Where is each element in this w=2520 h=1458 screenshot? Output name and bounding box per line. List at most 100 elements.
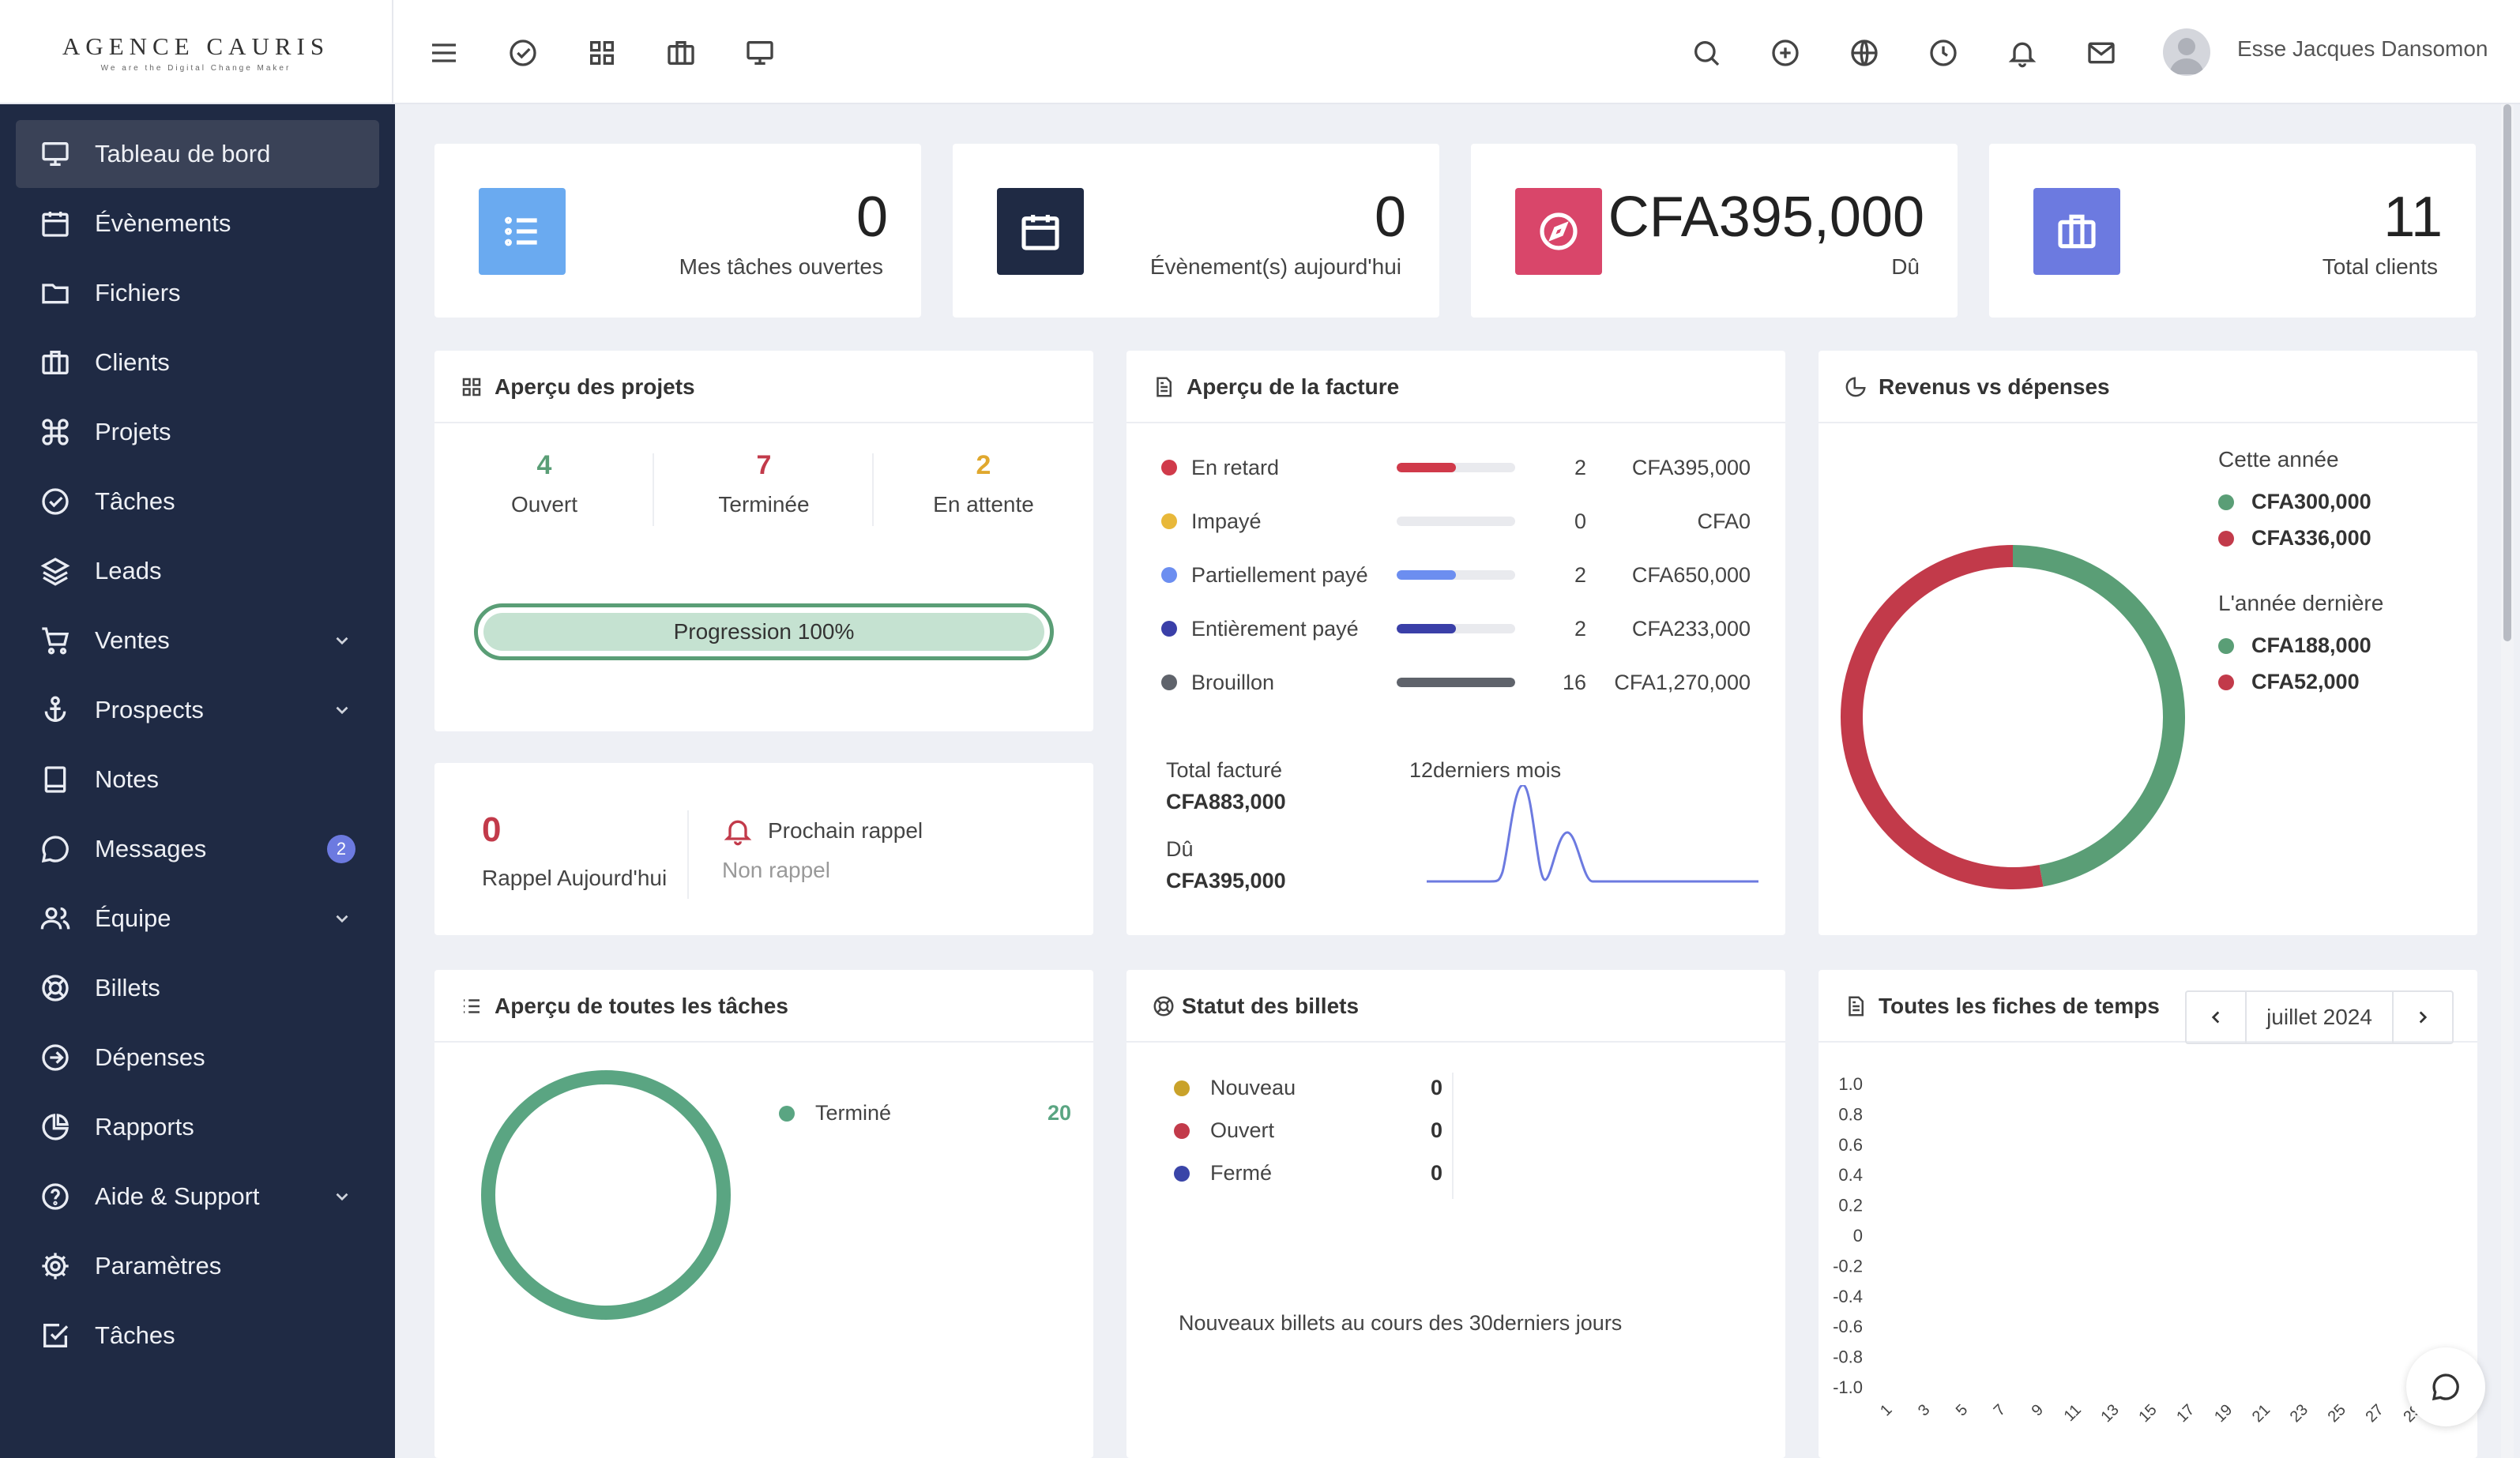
- y-tick-label: -0.6: [1833, 1317, 1863, 1336]
- bell-icon: [722, 815, 754, 847]
- sidebar-item-depenses[interactable]: Dépenses: [16, 1024, 379, 1092]
- monitor-icon[interactable]: [740, 33, 780, 73]
- sidebar-item-prospects[interactable]: Prospects: [16, 676, 379, 744]
- x-tick-label: 1: [1877, 1401, 1895, 1419]
- sidebar-item-taches-2[interactable]: Tâches: [16, 1302, 379, 1370]
- sidebar-item-aide-support[interactable]: Aide & Support: [16, 1163, 379, 1231]
- x-tick-label: 5: [1953, 1401, 1971, 1419]
- add-circle-icon[interactable]: [1766, 33, 1805, 73]
- avatar[interactable]: [2163, 28, 2210, 76]
- progress-fill: Progression 100%: [483, 613, 1044, 651]
- chevron-down-icon[interactable]: [332, 700, 352, 720]
- ticket-label: Fermé: [1210, 1161, 1273, 1185]
- invoice-row-amount: CFA395,000: [1631, 455, 1751, 479]
- invoice-row[interactable]: Entièrement payé 2 CFA233,000: [1161, 613, 1751, 644]
- grid-icon[interactable]: [582, 33, 622, 73]
- y-tick-label: 0.2: [1838, 1196, 1863, 1216]
- invoice-row[interactable]: Impayé 0 CFA0: [1161, 505, 1751, 537]
- sidebar-item-projets[interactable]: Projets: [16, 398, 379, 466]
- card-title-text: Toutes les fiches de temps: [1879, 994, 2160, 1018]
- check-circle-icon[interactable]: [503, 33, 543, 73]
- invoice-row-label: En retard: [1191, 455, 1280, 479]
- briefcase-icon[interactable]: [661, 33, 701, 73]
- sidebar-item-taches[interactable]: Tâches: [16, 468, 379, 535]
- projects-done[interactable]: 7 Terminée: [654, 450, 874, 517]
- mail-icon[interactable]: [2082, 33, 2121, 73]
- ticket-value: 0: [1430, 1076, 1442, 1099]
- chevron-down-icon[interactable]: [332, 1186, 352, 1207]
- stat-card-events-today[interactable]: 0 Évènement(s) aujourd'hui: [953, 144, 1439, 318]
- sidebar-item-clients[interactable]: Clients: [16, 329, 379, 396]
- invoice-row-bar: [1397, 570, 1515, 580]
- legend-label: Terminé: [815, 1101, 892, 1125]
- sidebar-item-messages[interactable]: Messages 2: [16, 815, 379, 883]
- y-tick-label: 0: [1853, 1226, 1863, 1246]
- user-name[interactable]: Esse Jacques Dansomon: [2237, 36, 2488, 61]
- logo-title: AGENCE CAURIS: [62, 32, 330, 60]
- sidebar-item-leads[interactable]: Leads: [16, 537, 379, 605]
- projects-pending[interactable]: 2 En attente: [874, 450, 1093, 517]
- current-month[interactable]: juillet 2024: [2266, 1005, 2372, 1029]
- tasks-overview-card: Aperçu de toutes les tâches Terminé 20: [434, 970, 1093, 1458]
- ticket-row-open: Ouvert 0: [1174, 1118, 1442, 1143]
- message-icon: [2432, 1373, 2459, 1401]
- invoice-row-bar: [1397, 463, 1515, 472]
- menu-icon[interactable]: [424, 33, 464, 73]
- chat-button[interactable]: [2406, 1347, 2485, 1426]
- sidebar-item-rapports[interactable]: Rapports: [16, 1093, 379, 1161]
- invoice-row-count: 2: [1574, 616, 1586, 641]
- search-icon[interactable]: [1687, 33, 1726, 73]
- anchor-icon: [36, 691, 74, 729]
- total-billed-value: CFA883,000: [1166, 790, 1286, 814]
- sidebar-item-notes[interactable]: Notes: [16, 746, 379, 814]
- chevron-down-icon[interactable]: [332, 630, 352, 651]
- invoice-row-count: 2: [1574, 562, 1586, 587]
- clock-icon[interactable]: [1924, 33, 1963, 73]
- sidebar-item-ventes[interactable]: Ventes: [16, 607, 379, 675]
- invoice-row-bar-fill: [1397, 624, 1456, 633]
- card-title-text: Revenus vs dépenses: [1879, 374, 2110, 399]
- compass-icon: [1515, 188, 1602, 275]
- scrollbar-thumb[interactable]: [2503, 104, 2511, 641]
- sidebar-item-billets[interactable]: Billets: [16, 954, 379, 1022]
- card-title-text: Aperçu des projets: [495, 374, 695, 399]
- next-reminder-label[interactable]: Prochain rappel: [768, 818, 923, 843]
- stat-card-open-tasks[interactable]: 0 Mes tâches ouvertes: [434, 144, 921, 318]
- prev-month-button[interactable]: [2187, 992, 2247, 1043]
- help-circle-icon: [36, 1178, 74, 1216]
- logo[interactable]: AGENCE CAURIS We are the Digital Change …: [0, 0, 393, 104]
- due-value: CFA395,000: [1166, 869, 1286, 892]
- scrollbar-track[interactable]: [2501, 104, 2514, 1458]
- y-tick-label: -0.8: [1833, 1347, 1863, 1367]
- stat-card-due[interactable]: CFA395,000 Dû: [1471, 144, 1958, 318]
- month-picker: juillet 2024: [2185, 990, 2454, 1044]
- x-tick-label: 25: [2325, 1401, 2349, 1426]
- sidebar-item-parametres[interactable]: Paramètres: [16, 1232, 379, 1300]
- y-tick-label: 0.4: [1838, 1165, 1863, 1185]
- revenue-donut-chart: [1841, 545, 2185, 889]
- globe-icon[interactable]: [1845, 33, 1884, 73]
- invoice-row-label: Impayé: [1191, 509, 1262, 533]
- sidebar-item-equipe[interactable]: Équipe: [16, 885, 379, 953]
- invoice-row[interactable]: En retard 2 CFA395,000: [1161, 452, 1751, 483]
- projects-open[interactable]: 4 Ouvert: [434, 450, 654, 517]
- next-month-button[interactable]: [2392, 992, 2452, 1043]
- stat-value: 0: [1374, 186, 1406, 249]
- stat-card-total-clients[interactable]: 11 Total clients: [1989, 144, 2476, 318]
- timesheet-chart: 1.00.80.60.40.20-0.2-0.4-0.6-0.8-1.01 3 5 7…: [1833, 1074, 2462, 1426]
- legend-dot: [1161, 513, 1177, 529]
- x-tick-label: 7: [1991, 1401, 2009, 1419]
- stat-value: 0: [856, 186, 888, 249]
- file-text-icon: [1849, 996, 1864, 1016]
- life-buoy-icon: [1153, 996, 1174, 1016]
- chevron-down-icon[interactable]: [332, 908, 352, 929]
- sidebar-item-tableau-de-bord[interactable]: Tableau de bord: [16, 120, 379, 188]
- x-tick-label: 21: [2249, 1401, 2274, 1426]
- sidebar-item-fichiers[interactable]: Fichiers: [16, 259, 379, 327]
- invoice-row[interactable]: Brouillon 16 CFA1,270,000: [1161, 667, 1751, 698]
- sidebar-item-evenements[interactable]: Évènements: [16, 190, 379, 257]
- invoice-row[interactable]: Partiellement payé 2 CFA650,000: [1161, 559, 1751, 591]
- legend-dot: [2218, 637, 2234, 654]
- bell-icon[interactable]: [2003, 33, 2042, 73]
- invoice-overview-card: Aperçu de la facture En retard 2 CFA395,00…: [1126, 351, 1785, 935]
